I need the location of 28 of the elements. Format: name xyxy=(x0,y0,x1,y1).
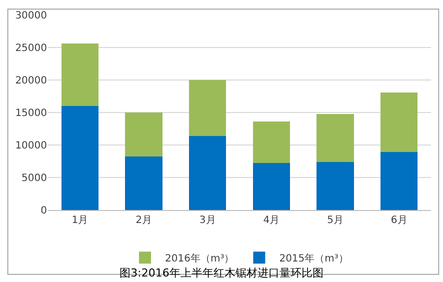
bar xyxy=(125,112,162,157)
bar xyxy=(125,156,162,210)
x-tick-label: 3月 xyxy=(199,215,216,226)
y-tick-label: 20000 xyxy=(15,76,47,86)
y-tick-label: 25000 xyxy=(15,43,47,54)
bar xyxy=(189,136,226,210)
y-tick-label: 30000 xyxy=(15,10,47,22)
text: 图3:2016年上半年红木锯材进口量环比图 xyxy=(120,266,324,280)
bar xyxy=(189,80,226,136)
x-tick-label: 1月 xyxy=(72,215,88,226)
bar xyxy=(380,152,418,210)
y-tick-label: 0 xyxy=(40,206,47,216)
y-tick-label: 15000 xyxy=(15,108,47,119)
bar xyxy=(61,106,98,210)
x-tick-label: 5月 xyxy=(327,215,344,226)
y-tick-label: 10000 xyxy=(15,140,47,152)
bar xyxy=(316,162,354,210)
bar xyxy=(61,44,98,106)
y-tick-label: 5000 xyxy=(22,173,47,184)
legend-label: 2015年（m³） xyxy=(279,252,348,265)
bar xyxy=(252,163,290,210)
x-tick-label: 6月 xyxy=(390,215,408,226)
x-tick-label: 2月 xyxy=(136,215,152,226)
x-tick-label: 4月 xyxy=(263,215,280,226)
bar xyxy=(380,92,418,152)
bar xyxy=(316,114,354,162)
legend-label: 2016年（m³） xyxy=(165,252,234,265)
bar xyxy=(252,122,290,164)
